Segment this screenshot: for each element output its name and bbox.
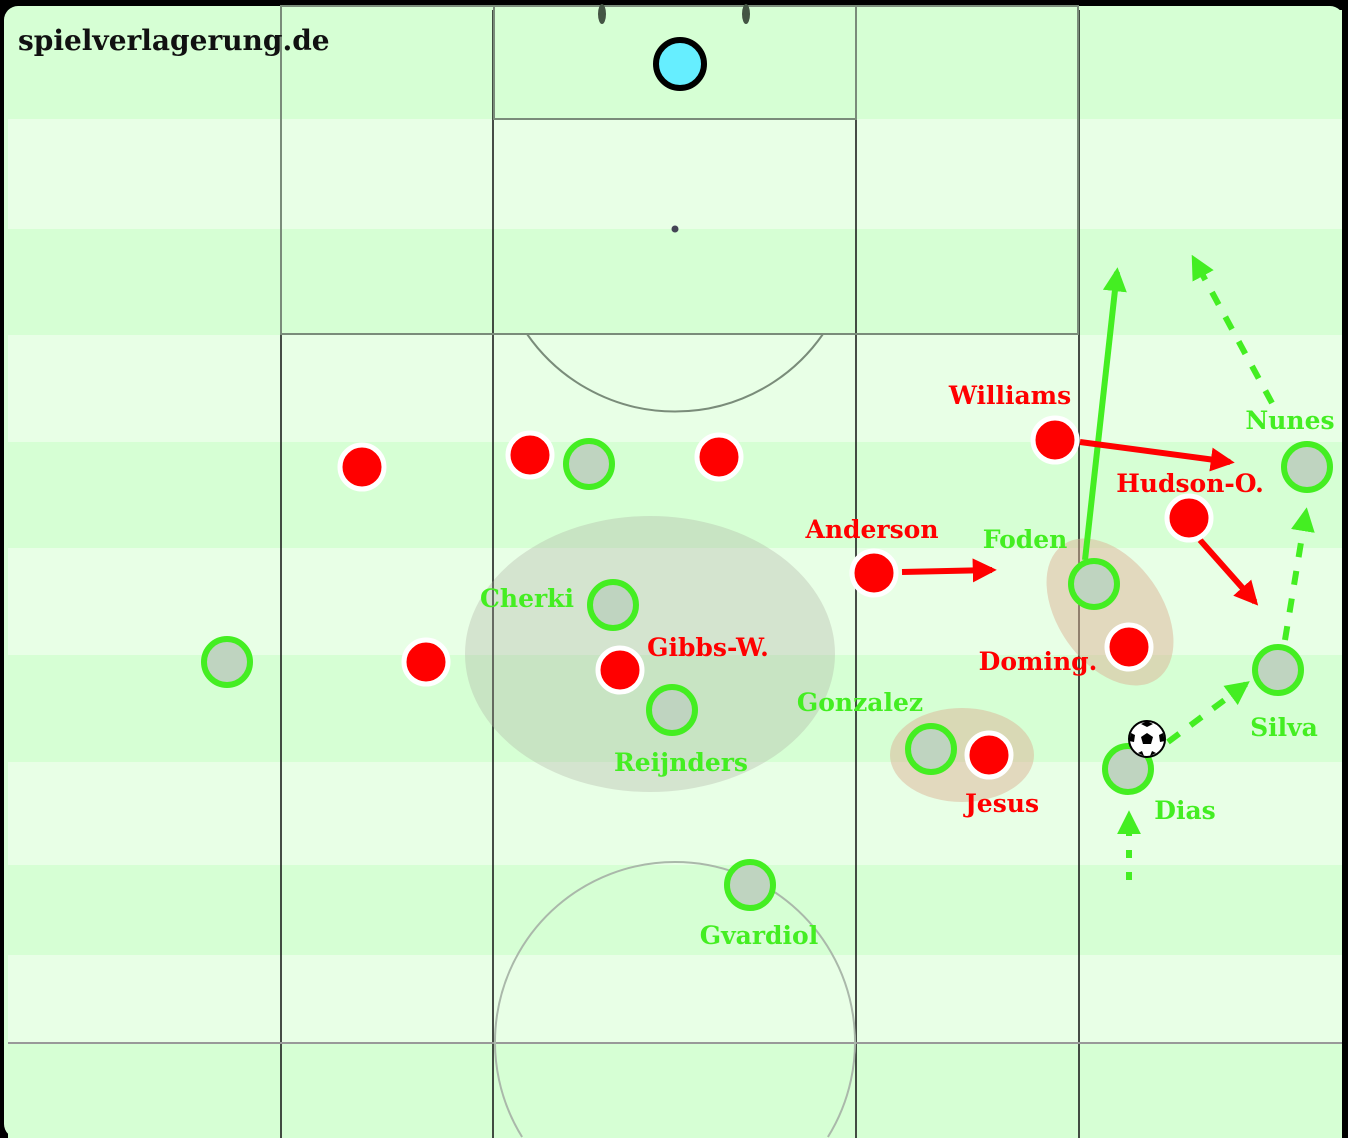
red-player: Anderson — [804, 515, 939, 598]
pitch-markings — [8, 5, 1342, 1138]
green-player: Dias — [1102, 743, 1216, 825]
red-player-marker — [694, 432, 744, 482]
player-label: Dias — [1154, 796, 1215, 825]
green-player: Cherki — [480, 579, 639, 631]
green-player — [201, 636, 253, 688]
player-label: Gvardiol — [700, 921, 818, 950]
red-player — [401, 637, 451, 687]
red-player-marker — [1164, 493, 1214, 543]
red-player-marker — [1030, 415, 1080, 465]
red-player — [337, 442, 387, 492]
red-player-marker — [595, 645, 645, 695]
red-player: Jesus — [963, 730, 1039, 818]
player-label: Nunes — [1245, 406, 1334, 435]
soccer-ball-icon — [1128, 720, 1166, 758]
central-zone-shading — [465, 516, 835, 792]
player-label: Gonzalez — [797, 688, 923, 717]
player-label: Gibbs-W. — [647, 633, 769, 662]
press-arrow — [901, 558, 997, 583]
red-player-marker — [337, 442, 387, 492]
player-label: Silva — [1250, 713, 1318, 742]
green-player: Nunes — [1245, 406, 1335, 493]
press-arrow — [1197, 538, 1259, 606]
pitch-stripe — [8, 119, 1342, 229]
green-player-marker — [1102, 743, 1154, 795]
penalty-spot — [671, 225, 679, 233]
green-player-marker — [587, 579, 639, 631]
pitch-stripe — [8, 442, 1342, 548]
pitch-stripe — [8, 229, 1342, 335]
green-player: Gonzalez — [797, 688, 957, 775]
red-player: Gibbs-W. — [595, 633, 769, 695]
green-player-marker — [1068, 558, 1120, 610]
player-label: Jesus — [963, 789, 1039, 818]
player-label: Hudson-O. — [1116, 469, 1264, 498]
pitch-stripe — [8, 335, 1342, 442]
green-player-marker — [1281, 441, 1333, 493]
green-player: Silva — [1250, 644, 1318, 742]
green-player: Foden — [983, 525, 1120, 610]
green-player-marker — [563, 438, 615, 490]
red-player-marker — [964, 730, 1014, 780]
penalty-arc — [526, 333, 824, 413]
goal-post — [598, 4, 606, 24]
player-label: Cherki — [480, 584, 574, 613]
green-player-marker — [646, 684, 698, 736]
goalkeeper — [653, 37, 707, 91]
goal-post — [742, 4, 750, 24]
player-label: Anderson — [804, 515, 938, 544]
red-player-marker — [401, 637, 451, 687]
red-player-marker — [1104, 622, 1154, 672]
brand-watermark: spielverlagerung.de — [18, 24, 330, 57]
goal-area — [493, 5, 857, 120]
green-player-marker — [201, 636, 253, 688]
red-player: Doming. — [979, 622, 1154, 676]
green-player-marker — [905, 723, 957, 775]
green-player — [563, 438, 615, 490]
run-arrow — [1082, 267, 1127, 561]
red-player-marker — [505, 430, 555, 480]
red-player-marker — [849, 548, 899, 598]
green-player: Reijnders — [614, 684, 748, 777]
green-player: Gvardiol — [700, 859, 818, 950]
player-label: Doming. — [979, 647, 1098, 676]
pitch-stripe — [8, 1043, 1342, 1138]
red-player: Hudson-O. — [1116, 469, 1264, 543]
red-player — [505, 430, 555, 480]
red-player: Williams — [948, 381, 1080, 465]
green-player-marker — [1252, 644, 1304, 696]
red-player — [694, 432, 744, 482]
pitch-stripe — [8, 955, 1342, 1043]
green-player-marker — [724, 859, 776, 911]
player-label: Reijnders — [614, 748, 748, 777]
player-label: Williams — [948, 381, 1071, 410]
press-arrow — [1079, 439, 1235, 472]
pitch-stripe — [8, 865, 1342, 955]
center-circle — [494, 861, 856, 1138]
pass-arrow-dashed — [1282, 507, 1315, 641]
player-label: Foden — [983, 525, 1068, 554]
